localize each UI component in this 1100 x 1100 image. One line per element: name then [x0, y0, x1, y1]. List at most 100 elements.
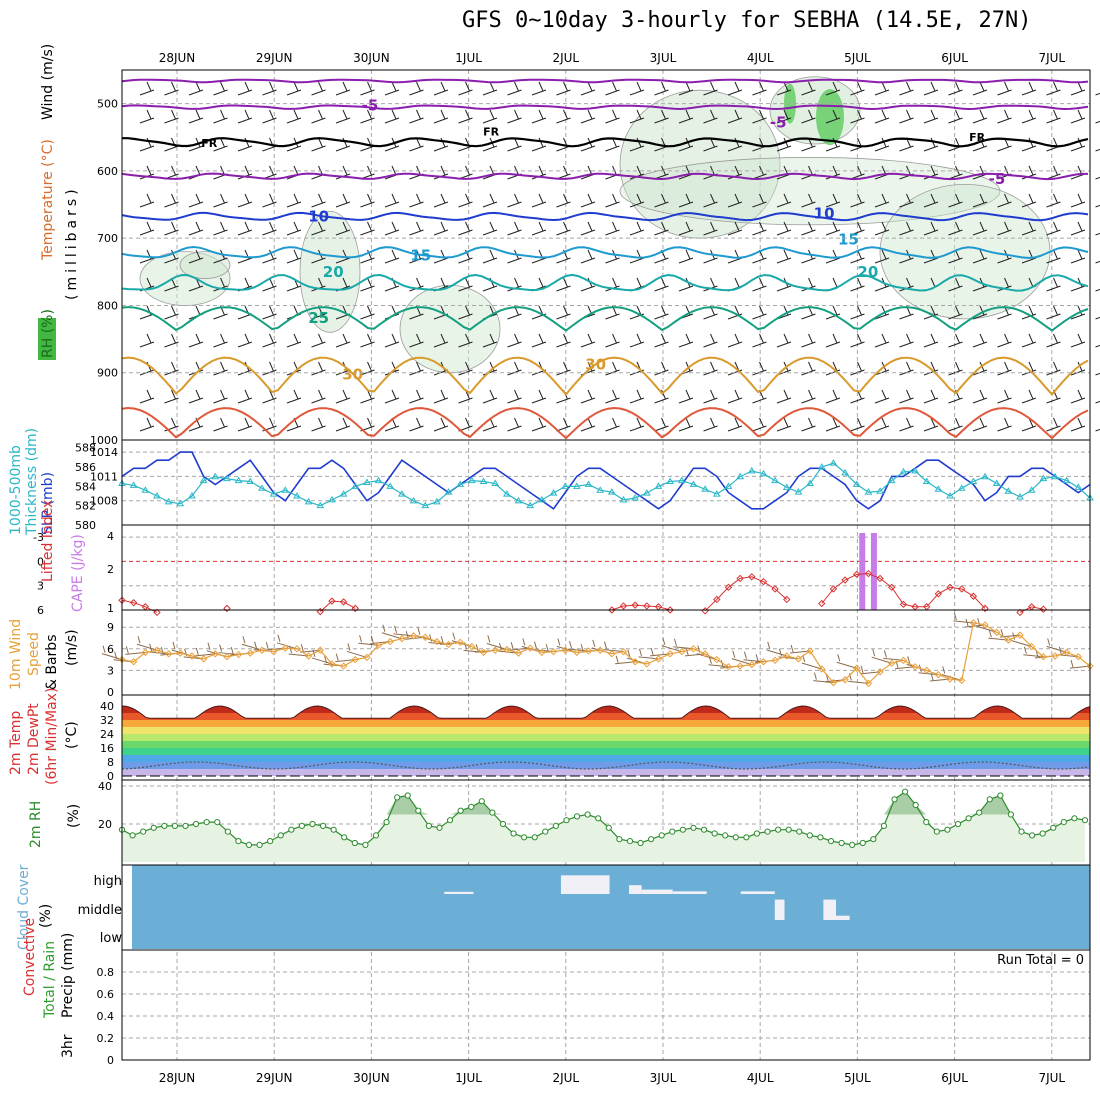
rh-marker: [1081, 817, 1089, 824]
wind-barb: [237, 333, 253, 348]
wind-barb: [1046, 249, 1061, 264]
date-label-bottom: 6JUL: [941, 1071, 968, 1085]
wind-barb: [433, 137, 449, 152]
wind-barb: [776, 389, 792, 404]
rh-marker: [605, 824, 612, 831]
wind10-marker: [666, 650, 674, 658]
wind-barb: [237, 137, 253, 152]
rh-marker: [1007, 811, 1015, 818]
rh-marker: [478, 798, 485, 805]
thickness-marker: [946, 492, 954, 499]
cloud-block: [836, 915, 850, 920]
wind10-marker: [129, 658, 138, 666]
wind-barb: [360, 109, 375, 124]
wind10-marker: [619, 647, 628, 656]
wind-barb: [188, 137, 204, 152]
rh-marker: [722, 832, 729, 839]
wind10-marker: [748, 660, 756, 669]
rh-marker: [997, 792, 1004, 799]
wind-barb: [752, 109, 767, 124]
wind-barb: [384, 221, 400, 236]
wind10-marker: [409, 632, 418, 640]
wind-barb: [213, 109, 228, 124]
wind-barb: [997, 81, 1012, 96]
wind-barb: [972, 305, 988, 320]
wind-barb: [213, 221, 228, 236]
li-tick: 3: [37, 580, 44, 593]
wind-barb: [458, 165, 473, 180]
wind-barb: [531, 389, 547, 404]
thickness-tick: 582: [75, 500, 96, 513]
cloud-block: [628, 885, 642, 894]
wind-barb: [727, 221, 743, 236]
rh-tick: 40: [98, 780, 112, 793]
wind-barb: [678, 81, 694, 96]
ylabel-cloud-units: (%): [38, 904, 54, 928]
rh-marker: [595, 815, 602, 822]
wind-barb: [139, 193, 155, 208]
ylabel-thickness-b: Thickness (dm): [24, 428, 40, 536]
wind-barb: [605, 221, 620, 236]
wind10-marker: [211, 650, 220, 658]
temp-band: [122, 769, 1090, 776]
wind-barb: [899, 109, 914, 124]
wind10-marker: [736, 662, 744, 670]
thickness-marker: [293, 492, 301, 499]
wind-barb: [262, 81, 277, 96]
contour-label: FR: [201, 137, 218, 150]
wind10-marker: [374, 641, 383, 649]
contour-label: 15: [410, 247, 431, 265]
wind10-marker: [304, 652, 313, 660]
wind-barb: [801, 193, 816, 208]
ylabel-2m-temp: 2m Temp: [8, 711, 24, 775]
rh-marker: [1071, 815, 1078, 822]
wind-barb: [752, 417, 767, 432]
wind10-marker: [724, 663, 733, 671]
temp-tick: 8: [107, 756, 114, 769]
wind-barb: [1046, 165, 1061, 180]
wind-barb: [752, 221, 767, 236]
wind-barb: [335, 417, 351, 432]
wind10-marker: [853, 664, 861, 672]
wind-barb: [825, 81, 841, 96]
wind-barb: [654, 389, 669, 404]
wind-barb: [335, 221, 351, 236]
wind-barb: [1095, 260, 1100, 264]
wind-barb: [360, 165, 375, 180]
thickness-marker: [304, 497, 313, 505]
rh-marker: [425, 822, 432, 830]
wind10-barb: [1046, 638, 1067, 653]
wind-barb: [1021, 109, 1037, 124]
li-line: [1019, 606, 1044, 613]
wind-barb: [556, 193, 571, 208]
wind10-marker: [888, 659, 896, 667]
thickness-marker: [421, 501, 430, 509]
rh-marker: [944, 826, 951, 833]
thickness-marker: [1027, 486, 1036, 493]
wind-barb: [654, 333, 669, 348]
wind-barb: [507, 417, 522, 432]
wind10-marker: [468, 642, 476, 651]
wind-barb: [531, 417, 547, 432]
wind-barb: [1070, 417, 1086, 432]
cloud-block: [641, 889, 673, 894]
ylabel-wind-units: (m/s): [64, 629, 80, 666]
date-label-top: 29JUN: [256, 51, 293, 65]
wind-barb: [678, 417, 694, 432]
wind-barb: [360, 81, 375, 96]
wind-barb: [286, 389, 302, 404]
date-label-top: 4JUL: [747, 51, 774, 65]
wind10-marker: [433, 637, 441, 646]
wind-barb: [286, 221, 302, 236]
wind10-marker: [759, 658, 768, 666]
day-grid: [176, 70, 1053, 1060]
panel-frame-precip: [121, 949, 1091, 1061]
wind-barb: [139, 137, 155, 152]
rh-marker: [150, 824, 157, 831]
wind10-barb: [871, 649, 892, 664]
wind-barb: [409, 221, 424, 236]
thickness-marker: [806, 479, 814, 486]
thickness-marker: [1062, 476, 1071, 484]
wind10-marker: [328, 660, 336, 668]
isotherm-10: [121, 211, 1089, 222]
